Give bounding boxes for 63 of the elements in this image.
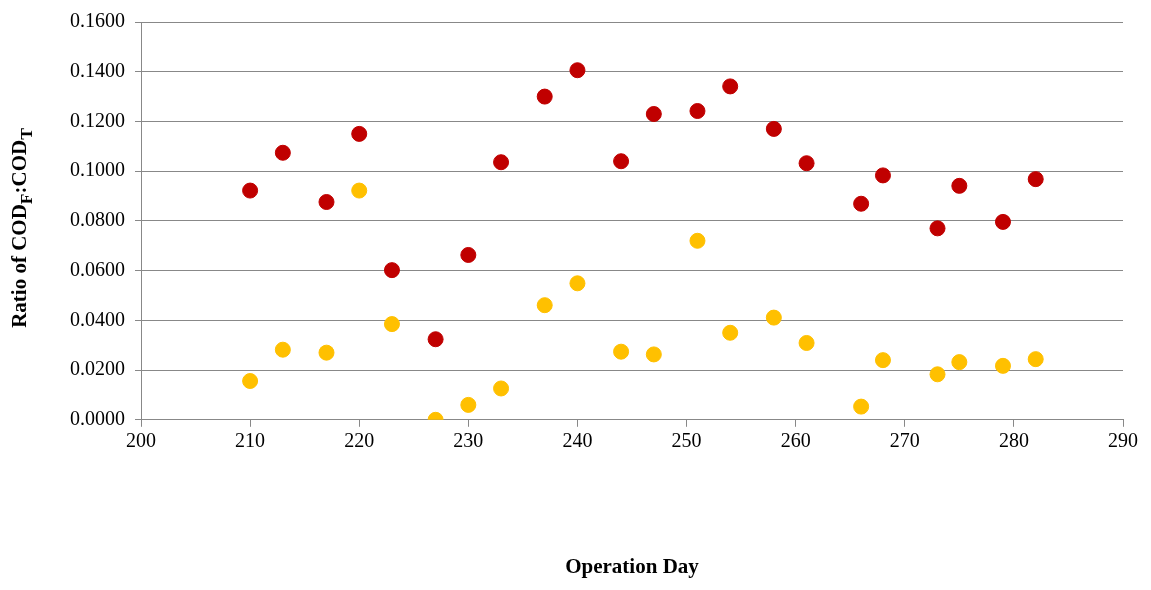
point [645, 346, 662, 363]
x-tick-label: 260 [780, 429, 811, 452]
y-tick-label: 0.1600 [70, 9, 125, 32]
point [569, 62, 586, 79]
point [645, 105, 662, 122]
x-axis-title: Operation Day [565, 553, 700, 578]
point [765, 120, 782, 137]
point [722, 324, 739, 341]
point [951, 177, 968, 194]
x-tick-label: 250 [671, 429, 702, 452]
point [853, 195, 870, 212]
y-tick-label: 0.0000 [70, 407, 125, 430]
point [951, 354, 968, 371]
x-tick-label: 290 [1108, 429, 1138, 452]
point [351, 182, 368, 199]
point [689, 103, 706, 120]
point [874, 167, 891, 184]
y-tick-label: 0.1400 [70, 58, 125, 81]
point [318, 194, 335, 211]
y-tick-label: 0.1000 [70, 158, 125, 181]
point [493, 154, 510, 171]
x-tick-label: 240 [562, 429, 593, 452]
point [242, 373, 259, 390]
x-tick-label: 230 [453, 429, 484, 452]
point [460, 246, 477, 263]
point [613, 343, 630, 360]
point [318, 344, 335, 361]
point [874, 352, 891, 369]
y-tick-label: 0.0400 [70, 307, 125, 330]
point [1027, 351, 1044, 368]
y-tick-label: 0.0600 [70, 257, 125, 280]
point [1027, 171, 1044, 188]
point [798, 155, 815, 172]
point [274, 144, 291, 161]
point [994, 357, 1011, 374]
point [929, 220, 946, 237]
point [383, 316, 400, 333]
x-tick-label: 270 [889, 429, 920, 452]
point [765, 309, 782, 326]
point [242, 182, 259, 199]
point [493, 380, 510, 397]
point [383, 262, 400, 279]
x-tick-label: 280 [998, 429, 1029, 452]
point [613, 153, 630, 170]
point [722, 78, 739, 95]
point [274, 341, 291, 358]
y-tick-label: 0.0200 [70, 357, 125, 380]
point [853, 398, 870, 415]
y-tick-label: 0.1200 [70, 108, 125, 131]
point [536, 88, 553, 105]
point [994, 213, 1011, 230]
x-tick-label: 200 [126, 429, 156, 452]
point [929, 366, 946, 383]
point [798, 334, 815, 351]
point [351, 125, 368, 142]
y-tick-label: 0.0800 [70, 208, 125, 231]
point [536, 297, 553, 314]
point [460, 396, 477, 413]
x-tick-label: 220 [344, 429, 375, 452]
point [689, 232, 706, 249]
point [427, 331, 444, 348]
point [569, 275, 586, 292]
x-tick-label: 210 [235, 429, 266, 452]
